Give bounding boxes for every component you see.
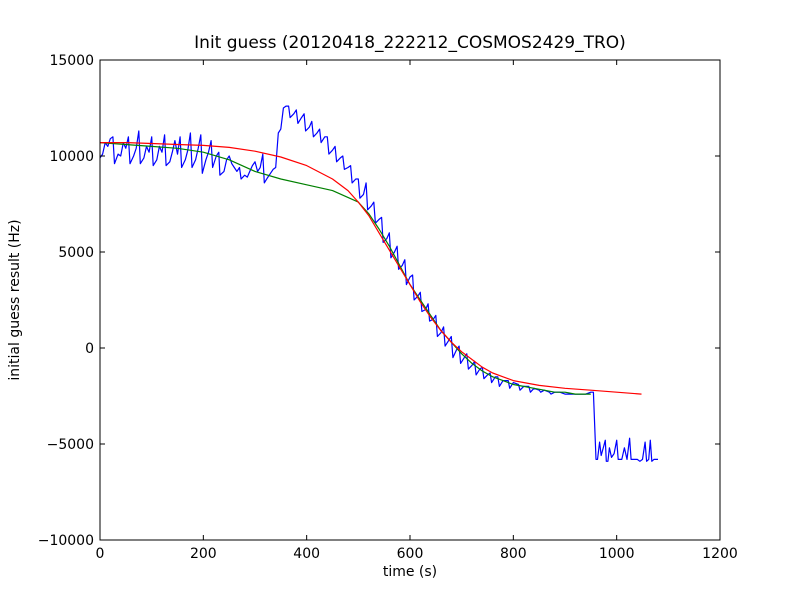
y-tick-label: −10000 (38, 533, 94, 549)
x-tick-label: 600 (397, 546, 424, 562)
plot-area (99, 59, 721, 541)
series-line-3 (100, 142, 642, 395)
series-line-2 (99, 142, 591, 395)
plot-background (100, 60, 720, 540)
y-tick-label: −5000 (47, 437, 94, 453)
tick-layer: 0 200 400 600 800 1000 1200 −10000 −5000 0 5000 100… (38, 53, 738, 562)
series-line-1 (99, 105, 658, 462)
y-axis-label: initial guess result (Hz) (7, 219, 23, 380)
y-tick-label: 10000 (49, 149, 94, 165)
x-tick-label: 200 (190, 546, 217, 562)
y-tick-label: 5000 (58, 245, 94, 261)
x-tick-label: 1200 (702, 546, 738, 562)
y-tick-label: 15000 (49, 53, 94, 69)
y-tick-label: 0 (85, 341, 94, 357)
x-tick-label: 0 (96, 546, 105, 562)
x-tick-label: 400 (293, 546, 320, 562)
chart-title: Init guess (20120418_222212_COSMOS2429_T… (194, 33, 626, 53)
x-axis-label: time (s) (383, 564, 437, 580)
series-layer (99, 105, 658, 462)
x-tick-label: 800 (500, 546, 527, 562)
x-tick-label: 1000 (599, 546, 635, 562)
